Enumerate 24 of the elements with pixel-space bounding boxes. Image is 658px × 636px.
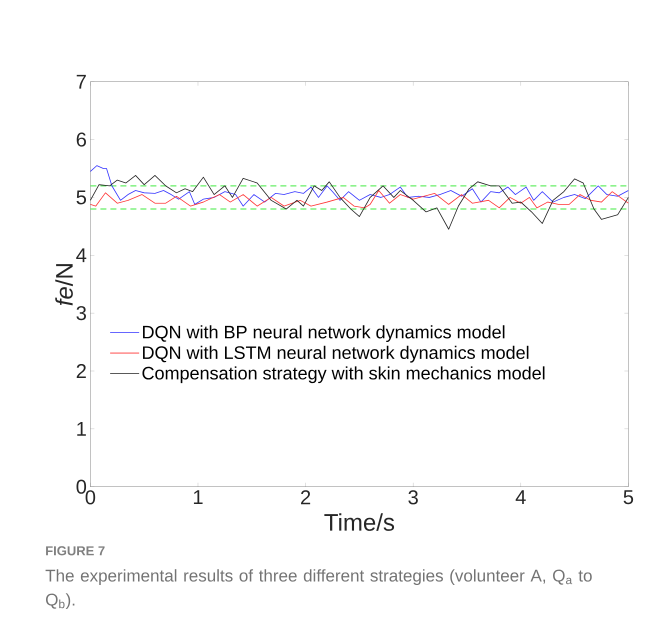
y-axis-title: fe/N — [55, 264, 73, 306]
y-tick-label: 3 — [76, 306, 86, 320]
line-series — [90, 175, 629, 230]
text: The experimental results of three different strategies (volunteer A, Q$_{a}$ to Q$_{b}$). — [46, 569, 592, 610]
legend-label: Compensation strategy with skin mechanics model — [142, 366, 544, 384]
caption: FIGURE 7 — [46, 546, 105, 556]
legend-label: DQN with BP neural network dynamics model — [143, 325, 504, 342]
y-tick-label: 4 — [76, 248, 86, 262]
x-axis-title: Time/s — [324, 513, 394, 531]
y-tick-label: 6 — [76, 132, 86, 147]
x-tick-label: 1 — [194, 490, 203, 504]
x-tick-label: 5 — [624, 490, 634, 504]
y-tick-label: 2 — [76, 364, 86, 378]
x-tick-label: 4 — [516, 490, 526, 504]
x-tick-label: 0 — [86, 490, 96, 504]
x-tick-label: 3 — [408, 490, 418, 504]
y-tick-label: 1 — [77, 422, 86, 436]
x-tick-label: 2 — [301, 490, 310, 504]
y-tick-label: 5 — [76, 190, 86, 204]
legend-label: DQN with LSTM neural network dynamics model — [143, 346, 528, 363]
y-tick-label: 0 — [76, 480, 86, 494]
line-series — [90, 190, 629, 208]
line-series — [90, 165, 629, 207]
y-tick-label: 7 — [76, 74, 86, 89]
